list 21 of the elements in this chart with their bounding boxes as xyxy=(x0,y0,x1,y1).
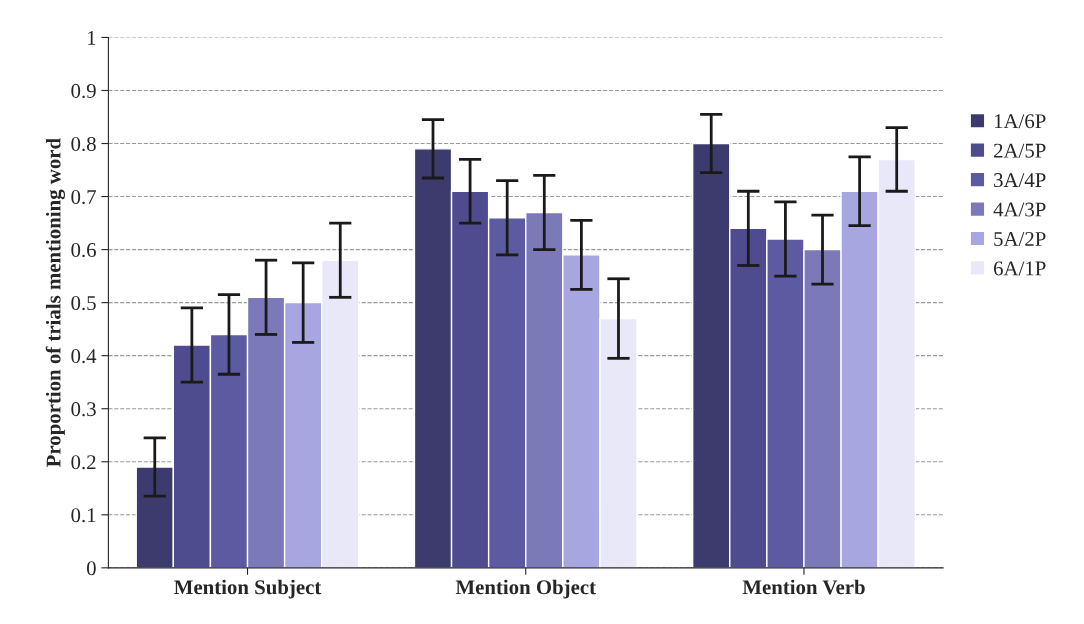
y-tick-label: 0.3 xyxy=(71,402,96,417)
y-tick-label: 0.2 xyxy=(71,455,96,470)
y-tick-label: 0.7 xyxy=(71,189,96,205)
y-tick-label: 0.5 xyxy=(71,296,96,311)
y-tick-label: 0 xyxy=(86,561,96,576)
legend-label: 1A/6P xyxy=(994,114,1046,129)
y-tick-label: 1 xyxy=(88,30,96,45)
x-tick-label: Mention Object xyxy=(455,579,596,599)
legend-label: 3A/4P xyxy=(994,173,1046,188)
y-tick-label: 0.8 xyxy=(71,136,96,152)
y-tick-label: 0.6 xyxy=(71,242,96,258)
legend-label: 2A/5P xyxy=(994,143,1046,158)
y-tick-label: 0.9 xyxy=(71,83,96,98)
legend-label: 4A/3P xyxy=(993,202,1046,217)
x-tick-label: Mention Verb xyxy=(742,579,865,595)
y-axis-title: Proportion of trials mentioning word xyxy=(45,138,65,468)
legend-label: 5A/2P xyxy=(994,231,1046,246)
y-tick-label: 0.1 xyxy=(71,508,96,523)
legend-label: 6A/1P xyxy=(993,261,1046,276)
y-tick-label: 0.4 xyxy=(71,349,97,364)
x-tick-label: Mention Subject xyxy=(174,579,322,599)
